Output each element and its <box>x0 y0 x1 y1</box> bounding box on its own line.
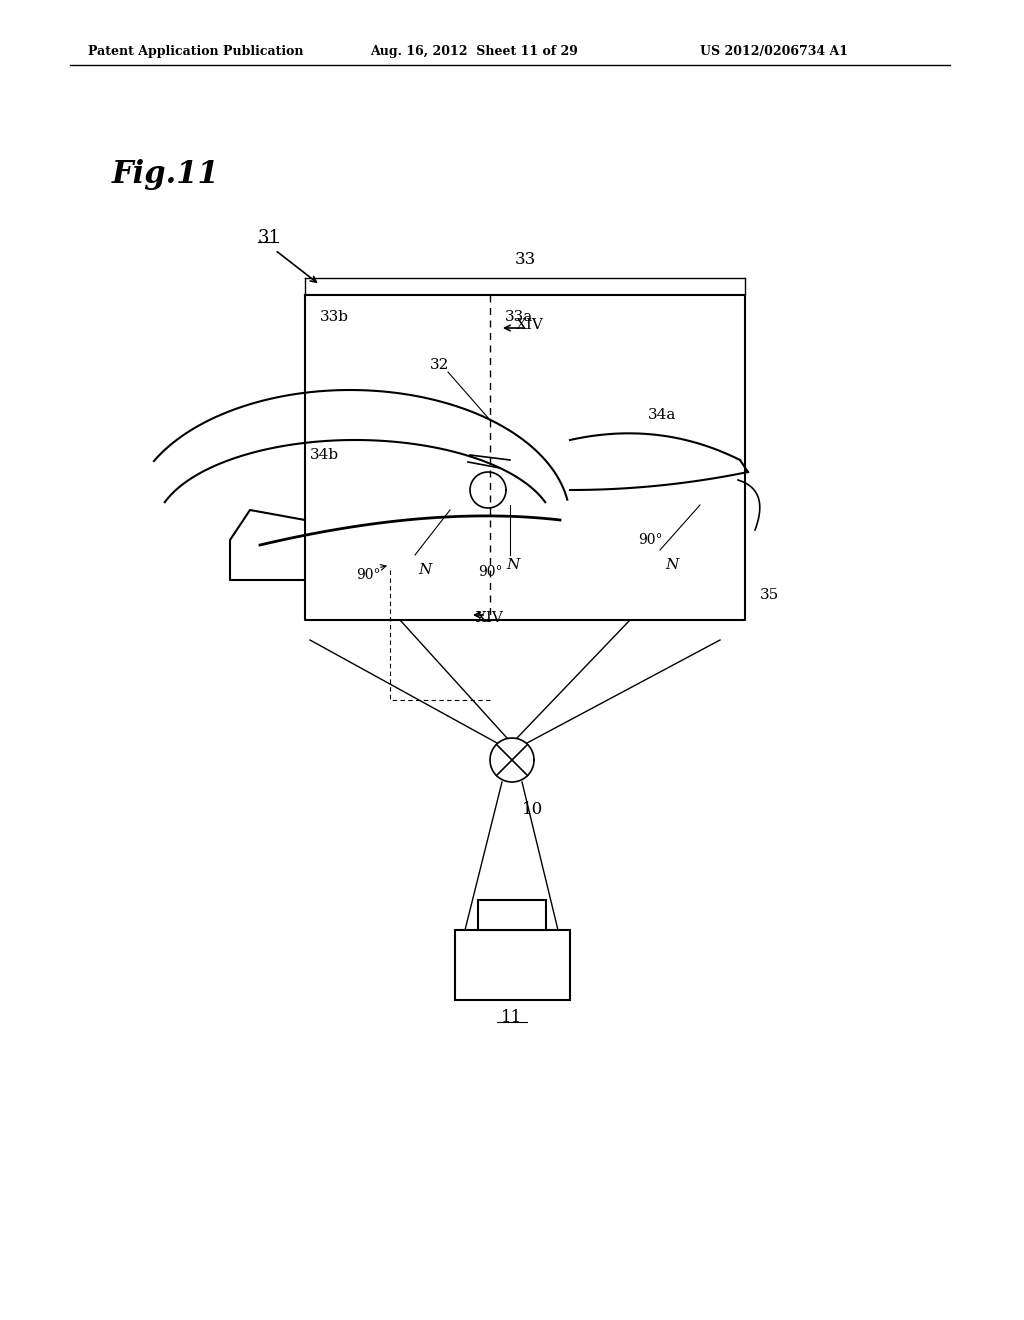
Text: Fig.11: Fig.11 <box>112 160 220 190</box>
Text: 90°: 90° <box>355 568 380 582</box>
Text: 33: 33 <box>514 251 536 268</box>
Text: 90°: 90° <box>478 565 502 579</box>
Text: 31: 31 <box>258 228 281 247</box>
Text: 32: 32 <box>430 358 450 372</box>
Text: XIV: XIV <box>476 611 504 624</box>
Text: 35: 35 <box>760 587 779 602</box>
Text: 10: 10 <box>522 801 544 818</box>
Text: 33b: 33b <box>319 310 349 323</box>
Text: N: N <box>419 564 432 577</box>
Text: 34a: 34a <box>648 408 677 422</box>
Text: N: N <box>666 558 679 572</box>
Text: N: N <box>506 558 520 572</box>
Text: 11: 11 <box>502 1010 522 1027</box>
Bar <box>478 900 546 931</box>
Text: Aug. 16, 2012  Sheet 11 of 29: Aug. 16, 2012 Sheet 11 of 29 <box>370 45 578 58</box>
Text: XIV: XIV <box>516 318 544 333</box>
Text: 33a: 33a <box>505 310 534 323</box>
Text: 34b: 34b <box>310 447 339 462</box>
Text: US 2012/0206734 A1: US 2012/0206734 A1 <box>700 45 848 58</box>
Text: Patent Application Publication: Patent Application Publication <box>88 45 303 58</box>
Text: 90°: 90° <box>638 533 663 546</box>
Bar <box>455 931 570 1001</box>
